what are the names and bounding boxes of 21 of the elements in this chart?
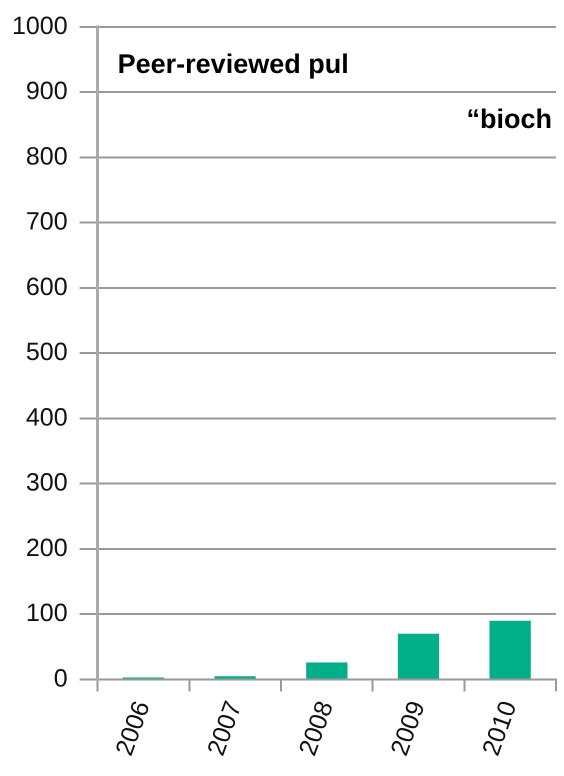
bar [398, 634, 440, 678]
x-tick-label: 2007 [202, 697, 248, 760]
x-tick-label: 2008 [294, 697, 339, 760]
y-tick-label: 900 [26, 77, 68, 106]
x-tick-label: 2006 [110, 697, 156, 760]
y-tick-label: 700 [26, 208, 68, 236]
y-tick-label: 400 [26, 403, 68, 432]
y-tick-label: 500 [26, 338, 68, 366]
x-tick-label: 2009 [385, 697, 431, 760]
text: “bioch [466, 104, 552, 134]
x-tick-label: 2010 [476, 697, 522, 760]
y-tick-label: 1000 [12, 12, 68, 40]
bar [490, 620, 531, 678]
y-tick-label: 300 [26, 468, 68, 497]
text: Peer-reviewed pul [118, 49, 349, 79]
y-tick-label: 200 [26, 534, 68, 562]
bar [306, 662, 348, 678]
y-tick-label: 100 [26, 599, 68, 628]
y-tick-label: 800 [26, 142, 68, 170]
y-tick-label: 600 [26, 272, 68, 301]
y-tick-label: 0 [54, 664, 68, 692]
